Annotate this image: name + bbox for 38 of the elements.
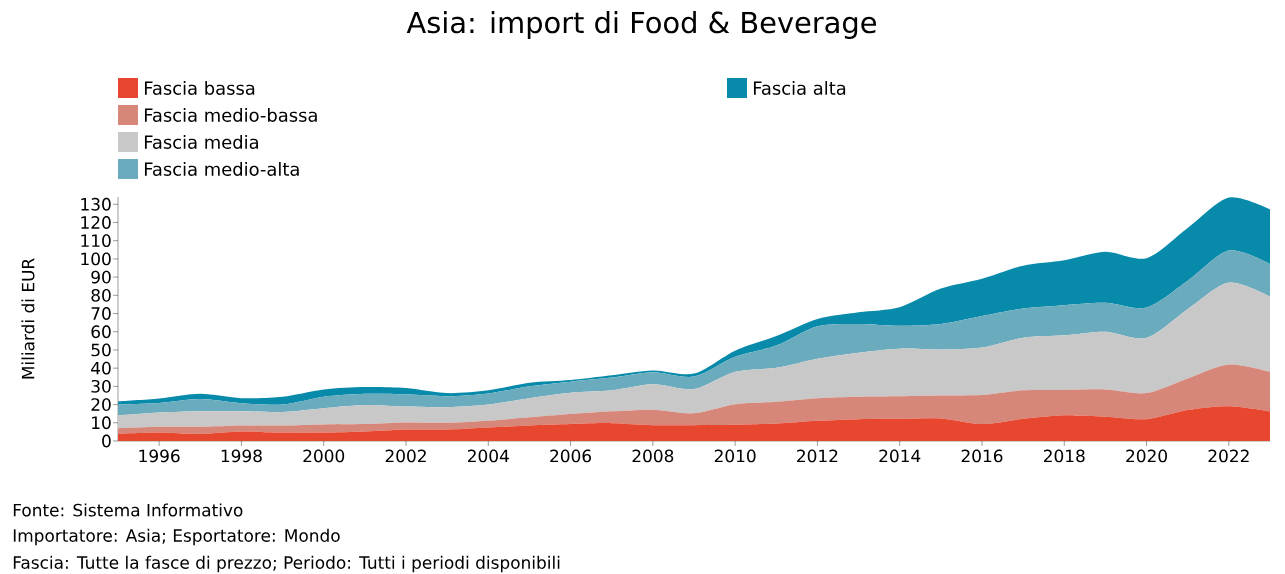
source-note: Fonte: Sistema Informativo [13,503,243,517]
legend-label: Fascia medio-alta [144,162,299,176]
x-tick-label: 2010 [714,449,756,463]
y-tick-label: 100 [81,252,111,266]
x-tick-label: 2014 [879,449,921,463]
y-tick-label: 80 [91,288,111,302]
x-tick-label: 2016 [961,449,1003,463]
legend-label: Fascia alta [753,81,846,95]
text: Fascia: Tutte la fasce di prezzo; Periodo: Tutti i periodi disponibili [13,555,560,573]
y-axis-title: Miliardi di EUR [21,258,35,379]
y-tick-label: 110 [81,234,111,248]
y-tick-label: 40 [91,361,111,375]
y-tick-label: 0 [102,434,111,448]
x-tick-label: 2006 [550,449,592,463]
x-tick-label: 2008 [632,449,674,463]
legend-label: Fascia media [144,135,258,149]
x-tick-label: 1998 [221,449,262,463]
y-tick-label: 70 [91,307,111,320]
x-tick-label: 2022 [1208,449,1249,463]
y-tick-label: 30 [91,379,111,393]
x-tick-label: 2018 [1043,449,1085,463]
legend-label: Fascia bassa [144,81,255,95]
legend-label: Fascia medio-bassa [144,108,317,122]
text: Importatore: Asia; Esportatore: Mondo [13,528,340,546]
x-tick-label: 2002 [385,449,426,463]
y-tick-label: 20 [91,398,111,411]
y-tick-label: 10 [92,416,111,430]
x-tick-label: 1996 [139,449,180,463]
x-tick-label: 2004 [467,449,509,463]
x-tick-label: 2012 [797,449,838,463]
x-tick-label: 2000 [303,449,345,463]
y-tick-label: 60 [91,325,111,339]
y-tick-label: 90 [91,270,111,284]
y-tick-label: 120 [81,216,111,229]
y-tick-label: 130 [81,197,111,211]
x-tick-label: 2020 [1126,449,1167,463]
y-tick-label: 50 [91,343,111,357]
chart-title: Asia: import di Food & Beverage [406,11,876,39]
